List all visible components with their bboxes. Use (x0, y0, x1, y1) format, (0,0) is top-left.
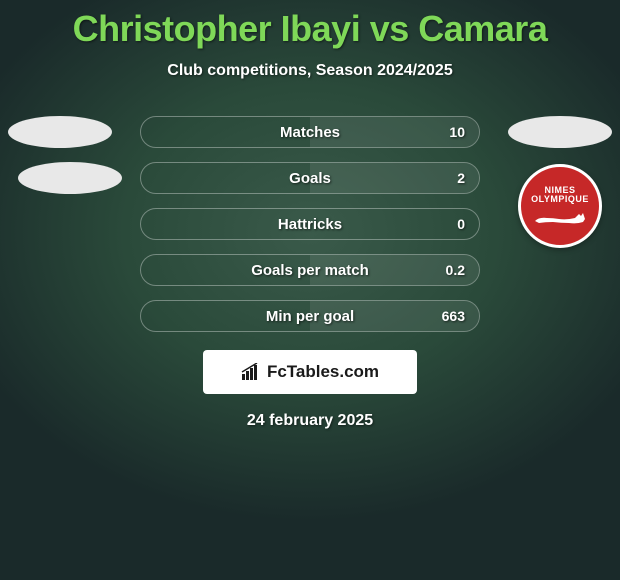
stat-row: Matches 10 (0, 116, 620, 148)
stat-row: Hattricks 0 (0, 208, 620, 240)
stat-row: Min per goal 663 (0, 300, 620, 332)
stat-row: Goals per match 0.2 (0, 254, 620, 286)
stat-bar-fill-right (310, 163, 479, 193)
page-title: Christopher Ibayi vs Camara (0, 0, 620, 50)
stat-value-right: 0.2 (446, 262, 465, 278)
stat-value-right: 0 (457, 216, 465, 232)
brand-text: FcTables.com (267, 362, 379, 382)
stat-bar: Hattricks 0 (140, 208, 480, 240)
subtitle: Club competitions, Season 2024/2025 (0, 62, 620, 80)
stat-label: Goals per match (251, 262, 369, 279)
stats-container: NIMES OLYMPIQUE Matches10Goals2Hattricks… (0, 116, 620, 332)
stat-label: Matches (280, 124, 340, 141)
date-line: 24 february 2025 (0, 412, 620, 430)
club-badge-line2: OLYMPIQUE (531, 195, 589, 204)
stat-value-right: 663 (442, 308, 465, 324)
stat-label: Hattricks (278, 216, 342, 233)
brand-box: FcTables.com (203, 350, 417, 394)
stat-label: Min per goal (266, 308, 354, 325)
stat-bar: Goals 2 (140, 162, 480, 194)
stat-bar: Min per goal 663 (140, 300, 480, 332)
stat-bar: Matches 10 (140, 116, 480, 148)
stat-row: Goals 2 (0, 162, 620, 194)
stat-label: Goals (289, 170, 331, 187)
stat-bar: Goals per match 0.2 (140, 254, 480, 286)
chart-icon (241, 363, 263, 381)
stat-value-right: 2 (457, 170, 465, 186)
stat-value-right: 10 (449, 124, 465, 140)
